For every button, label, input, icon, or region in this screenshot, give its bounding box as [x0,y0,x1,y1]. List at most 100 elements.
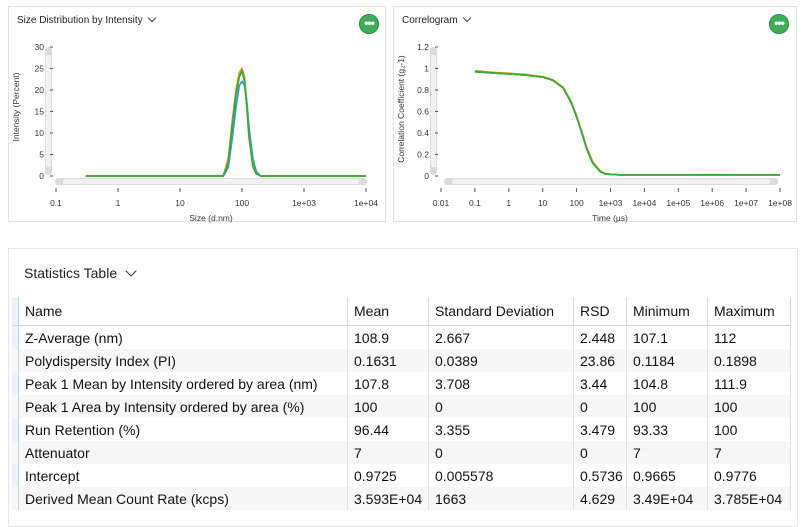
table-row[interactable]: Derived Mean Count Rate (kcps) 3.593E+04 1… [12,487,791,510]
size-y-axis-label: Intensity (Percent) [11,72,21,141]
x-tick-label: 1 [116,198,121,208]
cell-rsd: 2.448 [573,325,627,349]
correlogram-panel-header: Correlogram ••• [394,7,796,35]
size-panel-menu-button[interactable]: ••• [359,14,379,34]
y-tick-label: 30 [35,42,45,52]
size-panel-title: Size Distribution by Intensity [17,15,143,26]
cell-maximum: 100 [707,418,791,441]
correlogram-panel: Correlogram ••• Correlation Coefficient … [393,6,797,223]
cell-mean: 0.1631 [347,349,429,372]
correlogram-chart: Correlation Coefficient (g₂-1) Time (µs)… [396,42,792,223]
row-marker [12,372,19,395]
table-row[interactable]: Attenuator 7 0 0 7 7 [12,441,791,464]
row-header-corner [12,297,19,326]
cell-name: Polydispersity Index (PI) [18,349,348,372]
column-header-std-dev[interactable]: Standard Deviation [428,297,574,326]
cell-std-dev: 2.667 [428,325,574,349]
column-header-maximum[interactable]: Maximum [707,297,791,326]
row-marker [12,395,19,418]
table-row[interactable]: Peak 1 Area by Intensity ordered by area… [12,395,791,418]
cell-rsd: 0 [573,441,627,464]
cell-rsd: 4.629 [573,487,627,510]
cell-rsd: 3.479 [573,418,627,441]
x-scrollbar-thumb[interactable] [63,179,359,184]
x-tick-label: 1e+06 [700,198,724,208]
table-header-row: Name Mean Standard Deviation RSD Minimum… [12,297,791,326]
table-row[interactable]: Z-Average (nm) 108.9 2.667 2.448 107.1 112 [12,325,791,349]
statistics-title-dropdown[interactable]: Statistics Table [24,265,137,281]
series-line-2 [85,67,366,177]
correlogram-title-dropdown[interactable]: Correlogram [402,13,471,26]
cell-mean: 7 [347,441,429,464]
x-tick-label: 1e+04 [632,198,656,208]
more-options-icon: ••• [364,16,375,30]
cell-name: Z-Average (nm) [18,325,348,349]
column-header-minimum[interactable]: Minimum [626,297,708,326]
cell-mean: 100 [347,395,429,418]
cell-name: Run Retention (%) [18,418,348,441]
cell-mean: 96.44 [347,418,429,441]
x-tick-label: 1e+05 [666,198,690,208]
cell-maximum: 0.1898 [707,349,791,372]
y-tick-label: 1.2 [417,42,429,52]
y-tick-label: 0.6 [417,107,429,117]
table-row[interactable]: Run Retention (%) 96.44 3.355 3.479 93.33 100 [12,418,791,441]
cell-maximum: 0.9776 [707,464,791,487]
x-tick-label: 100 [570,198,584,208]
y-scrollbar-thumb[interactable] [431,55,436,167]
y-tick-label: 0 [424,171,429,181]
correlogram-x-axis-label: Time (µs) [592,213,628,223]
cell-mean: 108.9 [347,325,429,349]
cell-std-dev: 3.708 [428,372,574,395]
cell-std-dev: 0.005578 [428,464,574,487]
row-marker [12,464,19,487]
cell-maximum: 3.785E+04 [707,487,791,510]
y-tick-label: 1 [424,64,429,74]
cell-rsd: 0 [573,395,627,418]
y-tick-label: 0.4 [417,128,429,138]
row-marker [12,441,19,464]
series-line-2 [474,69,780,176]
size-panel-title-dropdown[interactable]: Size Distribution by Intensity [17,13,156,26]
cell-std-dev: 0 [428,395,574,418]
cell-minimum: 107.1 [626,325,708,349]
row-marker [12,418,19,441]
cell-name: Attenuator [18,441,348,464]
correlogram-y-axis-label: Correlation Coefficient (g₂-1) [396,55,406,163]
correlogram-menu-button[interactable]: ••• [769,14,789,34]
table-row[interactable]: Intercept 0.9725 0.005578 0.5736 0.9665 0.977… [12,464,791,487]
statistics-title: Statistics Table [24,265,118,281]
y-tick-label: 0 [39,171,44,181]
cell-maximum: 112 [707,325,791,349]
cell-minimum: 100 [626,395,708,418]
x-tick-label: 100 [235,198,249,208]
table-row[interactable]: Polydispersity Index (PI) 0.1631 0.0389 23.… [12,349,791,372]
cell-mean: 0.9725 [347,464,429,487]
size-panel-header: Size Distribution by Intensity ••• [9,7,385,35]
table-row[interactable]: Peak 1 Mean by Intensity ordered by area… [12,372,791,395]
cell-name: Peak 1 Area by Intensity ordered by area… [18,395,348,418]
column-header-mean[interactable]: Mean [347,297,429,326]
y-tick-label: 25 [35,64,45,74]
column-header-name[interactable]: Name [18,297,348,326]
cell-std-dev: 0 [428,441,574,464]
y-scrollbar-thumb[interactable] [46,55,51,167]
y-tick-label: 15 [35,107,45,117]
y-tick-label: 5 [39,150,44,160]
row-marker [12,349,19,372]
cell-minimum: 104.8 [626,372,708,395]
x-tick-label: 1e+03 [599,198,623,208]
series-line-3 [474,70,780,176]
x-tick-label: 1e+03 [292,198,316,208]
series-line-3 [85,69,366,177]
column-header-rsd[interactable]: RSD [573,297,627,326]
series-line-1 [474,70,780,176]
cell-minimum: 3.49E+04 [626,487,708,510]
x-tick-label: 10 [175,198,185,208]
statistics-table: Name Mean Standard Deviation RSD Minimum… [12,297,791,510]
row-marker [12,325,19,349]
cell-std-dev: 3.355 [428,418,574,441]
x-scrollbar-thumb[interactable] [452,179,770,184]
cell-minimum: 7 [626,441,708,464]
x-tick-label: 1e+07 [734,198,758,208]
